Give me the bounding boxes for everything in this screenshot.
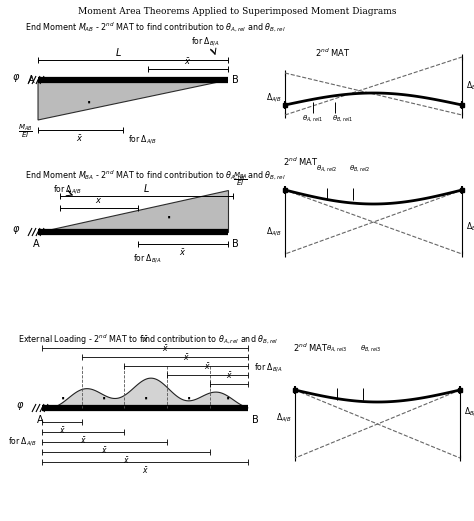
Text: $\dfrac{M_{AB}}{EI}$: $\dfrac{M_{AB}}{EI}$ xyxy=(18,123,33,140)
Text: $\bar{x}$: $\bar{x}$ xyxy=(182,352,190,363)
Text: $\theta_{A,rel2}$: $\theta_{A,rel2}$ xyxy=(317,163,337,173)
Text: $\bar{x}$: $\bar{x}$ xyxy=(204,361,210,372)
Text: $\theta_{A,rel3}$: $\theta_{A,rel3}$ xyxy=(327,343,347,353)
Text: $\bar{x}$: $\bar{x}$ xyxy=(76,133,83,144)
Text: $\cdot$: $\cdot$ xyxy=(85,93,91,111)
Text: $L$: $L$ xyxy=(115,46,121,58)
Text: $\cdot$: $\cdot$ xyxy=(142,389,148,407)
Text: $\Delta_{B/A}$: $\Delta_{B/A}$ xyxy=(466,80,474,92)
Text: A: A xyxy=(33,239,39,249)
Text: $\Delta_{A/B}$: $\Delta_{A/B}$ xyxy=(276,412,292,425)
Text: B: B xyxy=(252,415,259,425)
Text: $\bar{x}$: $\bar{x}$ xyxy=(59,425,65,436)
Text: $\varphi$: $\varphi$ xyxy=(12,72,20,84)
Text: $L$: $L$ xyxy=(143,182,149,194)
Text: $\Delta_{B/A}$: $\Delta_{B/A}$ xyxy=(466,220,474,233)
Text: End Moment $M_{BA}$ - 2$^{nd}$ MAT to find contribution to $\theta_{A,rel}$ and : End Moment $M_{BA}$ - 2$^{nd}$ MAT to fi… xyxy=(25,168,286,182)
Text: B: B xyxy=(232,239,239,249)
Text: $\bar{x}$: $\bar{x}$ xyxy=(142,465,148,476)
Text: $\bar{x}$: $\bar{x}$ xyxy=(95,195,103,206)
Text: $\Delta_{A/B}$: $\Delta_{A/B}$ xyxy=(266,92,282,104)
Text: $\varphi$: $\varphi$ xyxy=(12,224,20,236)
Text: A: A xyxy=(36,415,43,425)
Text: $\theta_{B,rel1}$: $\theta_{B,rel1}$ xyxy=(332,113,354,123)
Text: for $\Delta_{B/A}$: for $\Delta_{B/A}$ xyxy=(191,35,220,48)
Text: for $\Delta_{B/A}$: for $\Delta_{B/A}$ xyxy=(254,362,283,375)
Text: for $\Delta_{A/B}$: for $\Delta_{A/B}$ xyxy=(53,183,82,196)
Text: $\varphi$: $\varphi$ xyxy=(16,400,24,412)
Text: A: A xyxy=(28,75,35,85)
Text: $\bar{x}$: $\bar{x}$ xyxy=(184,56,191,67)
Text: End Moment $M_{AB}$ - 2$^{nd}$ MAT to find contribution to $\theta_{A,rel}$ and : End Moment $M_{AB}$ - 2$^{nd}$ MAT to fi… xyxy=(25,20,286,34)
Polygon shape xyxy=(38,190,228,232)
Polygon shape xyxy=(42,378,248,408)
Text: $\bar{x}$: $\bar{x}$ xyxy=(226,370,232,381)
Text: $\bar{x}$: $\bar{x}$ xyxy=(100,445,108,456)
Text: $\dfrac{M_{BA}}{EI}$: $\dfrac{M_{BA}}{EI}$ xyxy=(233,171,248,188)
Text: 2$^{nd}$ MAT: 2$^{nd}$ MAT xyxy=(283,156,319,168)
Text: Moment Area Theorems Applied to Superimposed Moment Diagrams: Moment Area Theorems Applied to Superimp… xyxy=(78,7,396,16)
Text: $\cdot$: $\cdot$ xyxy=(165,207,171,227)
Text: External Loading - 2$^{nd}$ MAT to find contribution to $\theta_{A,rel}$ and $\t: External Loading - 2$^{nd}$ MAT to find … xyxy=(18,333,279,347)
Text: $\cdot$: $\cdot$ xyxy=(59,389,65,407)
Text: $\cdot$: $\cdot$ xyxy=(100,389,106,407)
Text: $\bar{x}$: $\bar{x}$ xyxy=(179,247,187,258)
Text: for $\Delta_{B/A}$: for $\Delta_{B/A}$ xyxy=(133,252,162,265)
Text: $\theta_{B,rel2}$: $\theta_{B,rel2}$ xyxy=(349,163,371,173)
Text: for $\Delta_{A/B}$: for $\Delta_{A/B}$ xyxy=(8,436,37,449)
Text: $\Delta_{A/B}$: $\Delta_{A/B}$ xyxy=(266,226,282,239)
Text: $\Delta_{B/A}$: $\Delta_{B/A}$ xyxy=(464,406,474,418)
Polygon shape xyxy=(38,80,228,120)
Text: $\theta_{B,rel3}$: $\theta_{B,rel3}$ xyxy=(360,343,382,353)
Text: for $\Delta_{A/B}$: for $\Delta_{A/B}$ xyxy=(128,133,157,146)
Text: $\bar{x}$: $\bar{x}$ xyxy=(142,334,148,345)
Text: 2$^{nd}$ MAT: 2$^{nd}$ MAT xyxy=(293,342,329,354)
Text: 2$^{nd}$ MAT: 2$^{nd}$ MAT xyxy=(315,47,351,59)
Text: $\cdot$: $\cdot$ xyxy=(224,389,230,407)
Text: $\theta_{A,rel1}$: $\theta_{A,rel1}$ xyxy=(302,113,324,123)
Text: $\bar{x}$: $\bar{x}$ xyxy=(162,343,168,354)
Text: $\bar{x}$: $\bar{x}$ xyxy=(123,455,129,466)
Text: B: B xyxy=(232,75,239,85)
Text: $\bar{x}$: $\bar{x}$ xyxy=(80,435,86,445)
Text: $\cdot$: $\cdot$ xyxy=(185,389,191,407)
